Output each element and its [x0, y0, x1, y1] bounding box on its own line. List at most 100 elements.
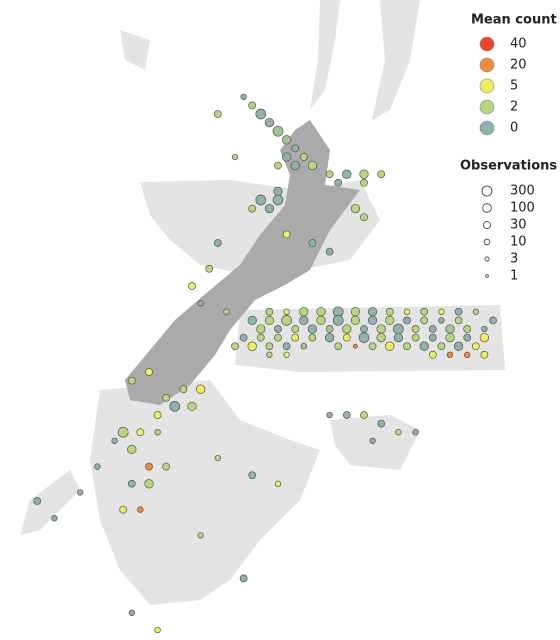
data-point — [334, 178, 343, 187]
data-point — [283, 351, 290, 358]
data-point — [360, 178, 368, 187]
data-point — [360, 411, 368, 419]
data-point — [248, 204, 257, 213]
data-point — [325, 170, 334, 179]
data-point — [33, 497, 42, 505]
points — [33, 93, 497, 634]
data-point — [299, 307, 309, 317]
data-point — [369, 437, 376, 444]
data-point — [367, 307, 378, 317]
data-point — [428, 333, 437, 342]
data-point — [205, 264, 214, 273]
data-point — [144, 479, 154, 489]
data-point — [350, 315, 361, 326]
data-point — [240, 93, 247, 100]
data-point — [299, 315, 309, 326]
data-point — [223, 308, 230, 315]
data-point — [291, 333, 300, 342]
data-point — [393, 332, 404, 343]
data-point — [342, 169, 352, 179]
data-point — [256, 324, 266, 334]
data-point — [307, 324, 318, 334]
legend-color — [479, 99, 495, 115]
legend-color — [479, 57, 495, 73]
data-point — [248, 471, 257, 480]
data-point — [360, 213, 368, 222]
data-point — [411, 325, 420, 333]
data-point — [94, 463, 101, 470]
data-point — [350, 203, 361, 214]
data-point — [385, 307, 394, 316]
legend-label: 30 — [510, 218, 527, 233]
data-point — [385, 315, 395, 326]
data-point — [420, 307, 429, 316]
data-point — [127, 479, 136, 488]
legend-label: 5 — [510, 79, 518, 94]
data-point — [308, 333, 317, 342]
data-point — [428, 350, 437, 359]
land — [20, 0, 505, 605]
data-point — [385, 341, 395, 351]
data-point — [214, 454, 221, 462]
data-point — [264, 315, 275, 326]
data-point — [325, 325, 334, 333]
legend-label: 20 — [510, 58, 527, 73]
data-point — [463, 325, 472, 333]
data-point — [454, 307, 463, 316]
landmass — [372, 0, 420, 120]
legend-color — [479, 36, 495, 52]
data-point — [248, 101, 257, 110]
legend-label: 40 — [510, 37, 527, 52]
data-point — [403, 316, 411, 325]
data-point — [291, 325, 300, 333]
data-point — [393, 323, 404, 335]
legend-label: 10 — [510, 235, 527, 250]
data-point — [420, 316, 429, 325]
data-point — [213, 239, 222, 247]
data-point — [162, 462, 171, 471]
data-point — [428, 325, 437, 333]
legend-color — [479, 78, 495, 94]
data-point — [273, 186, 283, 197]
data-point — [368, 342, 377, 351]
data-point — [463, 333, 472, 342]
data-point — [299, 153, 308, 161]
legend-label: 300 — [510, 184, 535, 199]
data-point — [255, 194, 267, 206]
legend-size — [484, 256, 490, 262]
data-point — [272, 125, 284, 137]
data-point — [188, 282, 196, 290]
data-point — [274, 161, 282, 170]
legend-title: Observations — [460, 159, 557, 174]
data-point — [445, 332, 455, 343]
data-point — [376, 332, 386, 343]
data-point — [480, 350, 489, 359]
data-point — [153, 411, 162, 419]
data-point — [316, 307, 326, 317]
legend-size — [482, 203, 492, 213]
legend-label: 100 — [510, 201, 535, 216]
data-point — [128, 609, 135, 616]
landmass — [90, 380, 320, 605]
data-point — [239, 574, 248, 583]
data-point — [281, 152, 292, 162]
island — [125, 120, 360, 405]
data-point — [145, 462, 153, 471]
data-point — [291, 144, 300, 153]
data-point — [360, 325, 368, 333]
data-point — [377, 170, 386, 179]
data-point — [255, 108, 267, 120]
data-point — [137, 506, 144, 513]
data-point — [239, 333, 248, 342]
data-point — [247, 341, 257, 351]
data-point — [127, 444, 137, 455]
data-point — [324, 332, 335, 343]
legend-label: 1 — [510, 269, 518, 284]
legend-size — [483, 238, 491, 246]
data-point — [352, 343, 358, 349]
data-point — [117, 426, 129, 438]
data-point — [256, 333, 265, 342]
data-point — [231, 153, 239, 161]
legend-size — [483, 221, 491, 229]
data-point — [300, 343, 307, 350]
